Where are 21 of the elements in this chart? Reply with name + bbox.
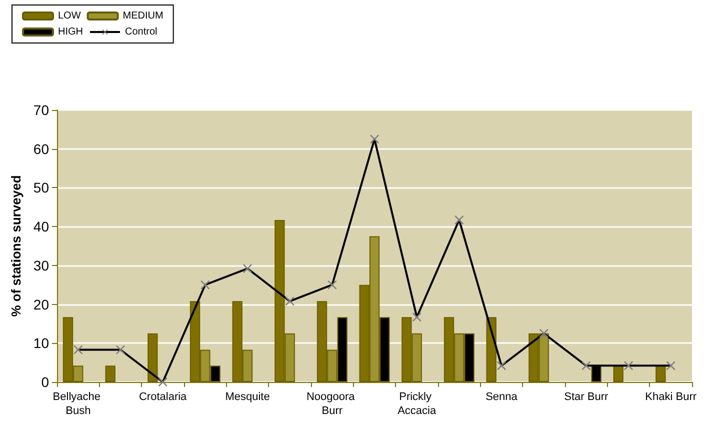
x-tick-label: Bellyache Bush	[52, 391, 104, 417]
x-tick-label: Noogoora Burr	[306, 391, 358, 417]
y-tick-label: 70	[33, 102, 50, 118]
x-tick-label: Crotalaria	[138, 391, 188, 403]
y-axis-title: % of stations surveyed	[8, 175, 24, 317]
legend-label: MEDIUM	[122, 10, 164, 22]
y-tick-label: 40	[33, 218, 50, 235]
x-tick-label: Senna	[486, 391, 518, 403]
y-tick-label: 20	[33, 296, 50, 312]
y-tick-label: 60	[33, 140, 50, 157]
x-tick-label: Khaki Burr	[645, 391, 697, 403]
y-tick-label: 10	[33, 335, 50, 352]
x-tick-label: Star Burr	[564, 391, 609, 403]
x-tick-label: Mesquite	[225, 391, 270, 403]
y-tick-label: 30	[33, 257, 50, 274]
y-tick-label: 0	[41, 374, 50, 390]
legend-label: LOW	[58, 10, 82, 22]
y-tick-label: 50	[33, 180, 50, 196]
legend-label: Control	[125, 26, 158, 38]
legend-label: HIGH	[58, 26, 83, 38]
x-tick-label: Prickly Accacia	[398, 391, 437, 417]
